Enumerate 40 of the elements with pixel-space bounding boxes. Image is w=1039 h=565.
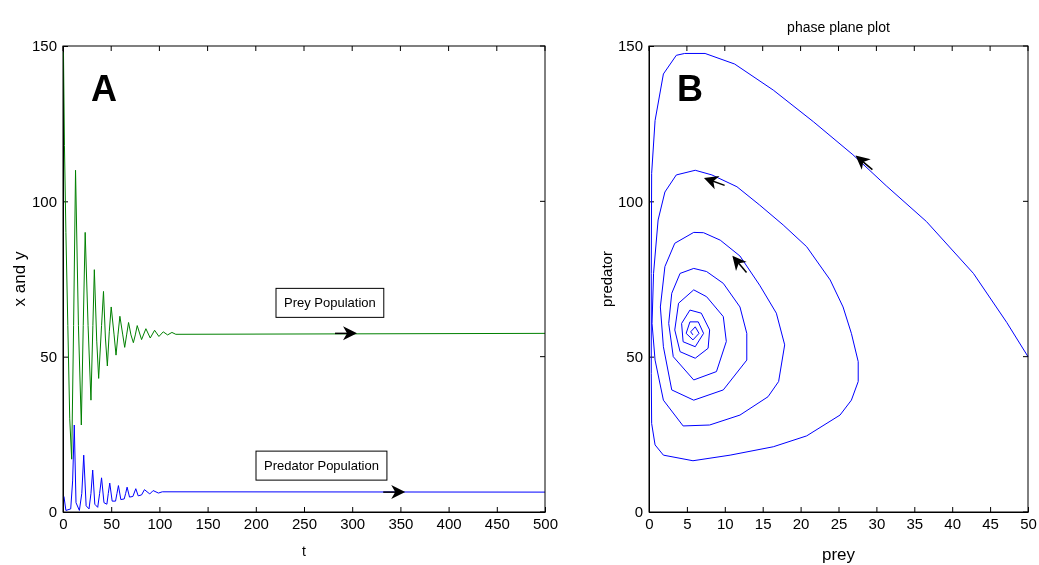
annotation: A: [91, 68, 117, 109]
x-tick-label: 10: [716, 514, 734, 532]
chart-title: phase plane plot: [787, 19, 890, 35]
x-axis-title: t: [302, 543, 307, 559]
y-tick-label: 50: [40, 347, 57, 365]
line-series: [650, 52, 1029, 462]
y-axis-title: x and y: [10, 251, 29, 307]
x-tick-label: 35: [906, 514, 924, 532]
x-tick-label: 50: [1020, 514, 1037, 532]
y-tick-label: 50: [626, 347, 643, 365]
x-tick-label: 0: [645, 514, 654, 532]
x-tick-label: 450: [484, 514, 510, 532]
y-tick-label: 100: [31, 192, 57, 210]
x-tick-label: 5: [683, 514, 692, 532]
y-tick-label: 0: [48, 503, 57, 521]
y-tick-label: 0: [634, 503, 643, 521]
y-tick-label: 100: [617, 192, 643, 210]
x-tick-label: 100: [147, 514, 173, 532]
x-tick-label: 0: [59, 514, 68, 532]
x-tick-label: 20: [792, 514, 810, 532]
y-tick-label: 150: [617, 37, 643, 55]
x-axis-title: prey: [821, 545, 856, 564]
y-tick-label: 150: [31, 37, 57, 55]
x-tick-label: 25: [830, 514, 848, 532]
x-tick-label: 500: [532, 514, 559, 532]
x-tick-label: 50: [103, 514, 121, 532]
x-tick-label: 400: [436, 514, 462, 532]
x-tick-label: 200: [243, 514, 269, 532]
x-tick-label: 45: [982, 514, 999, 532]
series-label: Predator Population: [264, 458, 379, 474]
x-tick-label: 30: [868, 514, 886, 532]
annotation: B: [677, 68, 703, 109]
x-tick-label: 15: [754, 514, 772, 532]
x-tick-label: 350: [388, 514, 414, 532]
y-axis-title: predator: [598, 251, 615, 307]
x-tick-label: 150: [195, 514, 221, 532]
series-label: Prey Population: [284, 295, 376, 311]
x-tick-label: 40: [944, 514, 962, 532]
x-tick-label: 300: [340, 514, 366, 532]
x-tick-label: 250: [291, 514, 318, 532]
